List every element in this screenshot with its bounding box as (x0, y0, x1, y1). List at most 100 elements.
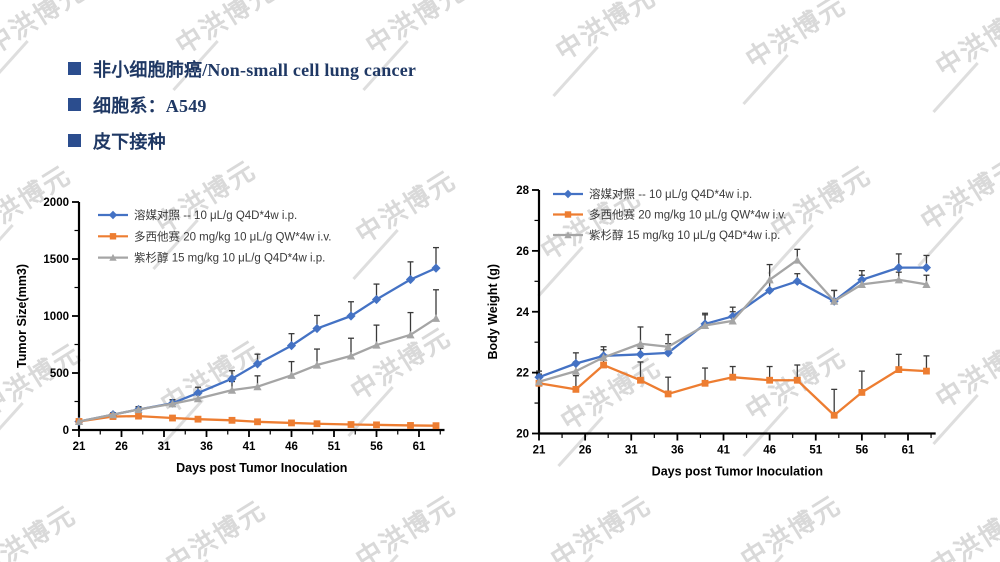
body-weight-chart: 21 26 31 36 41 46 51 56 61 20 22 24 26 28 Days post Tu… (486, 185, 936, 479)
x-tick-label: 31 (625, 445, 638, 457)
legend-label-2: 紫杉醇 15 mg/kg 10 μL/g Q4D*4w i.p. (589, 228, 780, 242)
data-point-2 (765, 275, 774, 284)
x-tick-label: 61 (413, 441, 426, 453)
data-point-2 (193, 394, 203, 403)
data-point-1 (254, 418, 261, 426)
legend-marker-1 (564, 211, 572, 218)
y-tick-label: 20 (516, 429, 529, 441)
x-tick-label: 46 (763, 445, 776, 457)
data-point-1 (572, 385, 580, 393)
x-axis-title: Days post Tumor Inoculation (176, 461, 347, 475)
data-point-1 (169, 414, 176, 422)
data-point-1 (830, 411, 838, 419)
data-point-2 (372, 340, 381, 349)
x-tick-label: 46 (285, 441, 298, 453)
data-point-2 (922, 280, 931, 288)
x-tick-label: 41 (717, 445, 730, 457)
watermark: 中洪博元 (527, 0, 682, 81)
bullet-item-cancer-type: 非小细胞肺癌/Non-small cell lung cancer (68, 58, 416, 80)
x-tick-label: 41 (243, 441, 256, 453)
data-point-1 (895, 366, 903, 373)
x-tick-label: 56 (370, 441, 383, 453)
x-tick-label: 36 (200, 441, 213, 453)
data-point-1 (729, 373, 737, 381)
data-point-0 (894, 263, 904, 273)
data-point-1 (228, 416, 236, 424)
x-tick-label: 21 (73, 441, 86, 453)
legend-marker-2 (564, 231, 572, 239)
data-point-1 (923, 367, 930, 375)
y-axis-title: Body Weight (g) (486, 264, 500, 360)
data-point-1 (288, 419, 295, 427)
data-point-1 (194, 415, 202, 423)
data-point-1 (858, 389, 866, 396)
y-tick-label: 28 (516, 185, 529, 197)
data-point-2 (108, 410, 118, 419)
data-point-1 (766, 376, 774, 384)
data-point-1 (637, 376, 644, 384)
data-point-1 (347, 421, 355, 428)
data-point-2 (431, 314, 441, 322)
watermark: 中洪博元 (717, 0, 872, 89)
bullet-square-icon (68, 134, 81, 147)
data-point-1 (701, 379, 709, 387)
bullet-item-cell-line: 细胞系：A549 (68, 94, 416, 116)
data-point-1 (135, 412, 142, 420)
x-tick-label: 21 (533, 445, 546, 457)
data-point-2 (253, 382, 262, 391)
data-point-0 (346, 311, 356, 321)
bullet-square-icon (68, 98, 81, 111)
y-tick-label: 0 (63, 425, 69, 437)
data-point-0 (792, 276, 802, 286)
x-tick-label: 56 (855, 445, 868, 457)
data-point-2 (793, 255, 802, 264)
legend-marker-2 (109, 253, 117, 261)
data-point-0 (571, 358, 581, 369)
data-point-2 (664, 342, 673, 351)
data-point-2 (346, 351, 356, 360)
data-point-1 (664, 390, 672, 398)
x-tick-label: 51 (809, 445, 822, 457)
data-point-0 (921, 263, 932, 273)
bullet-text-inoculation: 皮下接种 (93, 131, 166, 152)
y-tick-label: 26 (516, 246, 529, 258)
data-point-0 (193, 388, 203, 398)
x-axis-title: Days post Tumor Inoculation (652, 465, 823, 479)
legend-marker-0 (563, 189, 573, 199)
y-tick-label: 24 (516, 307, 529, 319)
data-point-2 (406, 330, 415, 339)
data-point-0 (227, 374, 237, 384)
x-tick-label: 61 (902, 445, 915, 457)
legend-label-2: 紫杉醇 15 mg/kg 10 μL/g Q4D*4w i.p. (134, 251, 325, 265)
bullet-item-inoculation: 皮下接种 (68, 130, 416, 152)
data-point-2 (287, 371, 296, 379)
legend-label-0: 溶媒对照 -- 10 μL/g Q4D*4w i.p. (134, 208, 297, 222)
x-tick-label: 26 (115, 441, 128, 453)
data-point-2 (571, 367, 580, 375)
data-point-0 (635, 349, 646, 359)
y-tick-label: 1500 (43, 254, 69, 266)
y-tick-label: 22 (516, 368, 529, 380)
data-point-0 (431, 263, 441, 273)
data-point-2 (636, 339, 645, 348)
data-point-2 (700, 321, 710, 330)
legend-label-1: 多西他赛 20 mg/kg 10 μL/g QW*4w i.v. (134, 229, 332, 243)
x-tick-label: 31 (158, 441, 171, 453)
data-point-2 (168, 399, 177, 408)
data-point-2 (728, 316, 737, 325)
legend-label-1: 多西他赛 20 mg/kg 10 μL/g QW*4w i.v. (589, 208, 787, 222)
x-tick-label: 51 (328, 441, 341, 453)
data-point-0 (252, 359, 263, 369)
data-point-2 (599, 353, 608, 362)
legend-marker-0 (108, 210, 118, 220)
data-point-1 (373, 421, 380, 429)
data-point-1 (793, 376, 801, 384)
legend-label-0: 溶媒对照 -- 10 μL/g Q4D*4w i.p. (589, 187, 752, 201)
y-tick-label: 500 (50, 368, 69, 380)
data-point-2 (134, 405, 143, 414)
data-point-2 (894, 275, 903, 284)
y-axis-title: Tumor Size(mm3) (15, 264, 29, 368)
data-point-2 (857, 280, 866, 288)
bullet-text-cell-line: 细胞系：A549 (93, 95, 207, 116)
